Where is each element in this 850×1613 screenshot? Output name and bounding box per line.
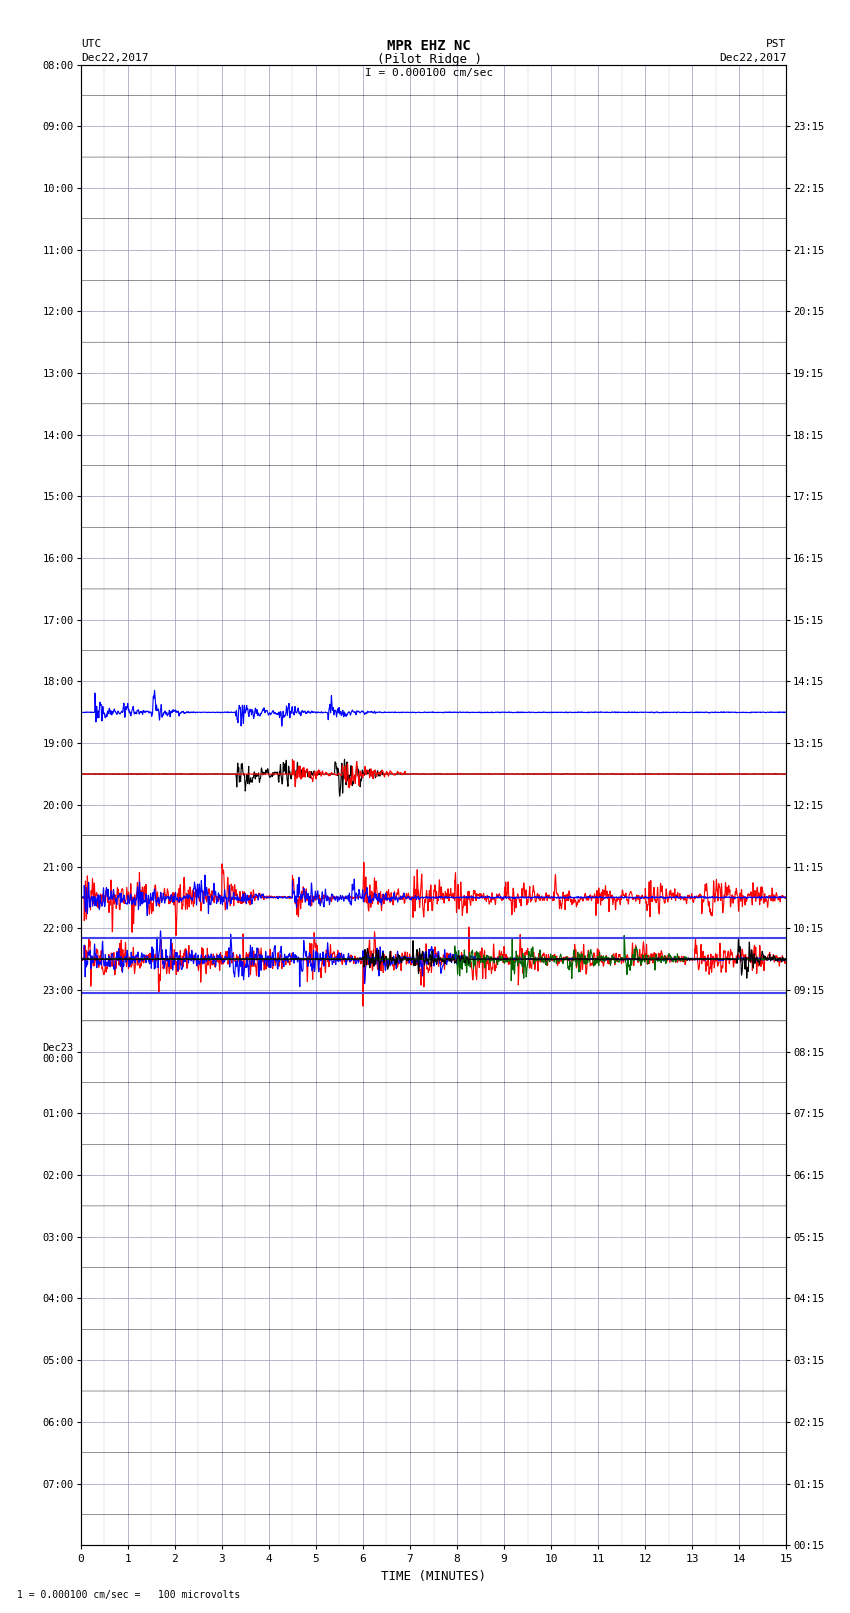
Text: I = 0.000100 cm/sec: I = 0.000100 cm/sec	[366, 68, 493, 77]
Text: Dec22,2017: Dec22,2017	[81, 53, 148, 63]
Text: Dec22,2017: Dec22,2017	[719, 53, 786, 63]
Text: UTC: UTC	[81, 39, 101, 48]
Text: MPR EHZ NC: MPR EHZ NC	[388, 39, 471, 53]
Text: 1 = 0.000100 cm/sec =   100 microvolts: 1 = 0.000100 cm/sec = 100 microvolts	[17, 1590, 241, 1600]
X-axis label: TIME (MINUTES): TIME (MINUTES)	[381, 1569, 486, 1582]
Text: PST: PST	[766, 39, 786, 48]
Text: (Pilot Ridge ): (Pilot Ridge )	[377, 53, 482, 66]
